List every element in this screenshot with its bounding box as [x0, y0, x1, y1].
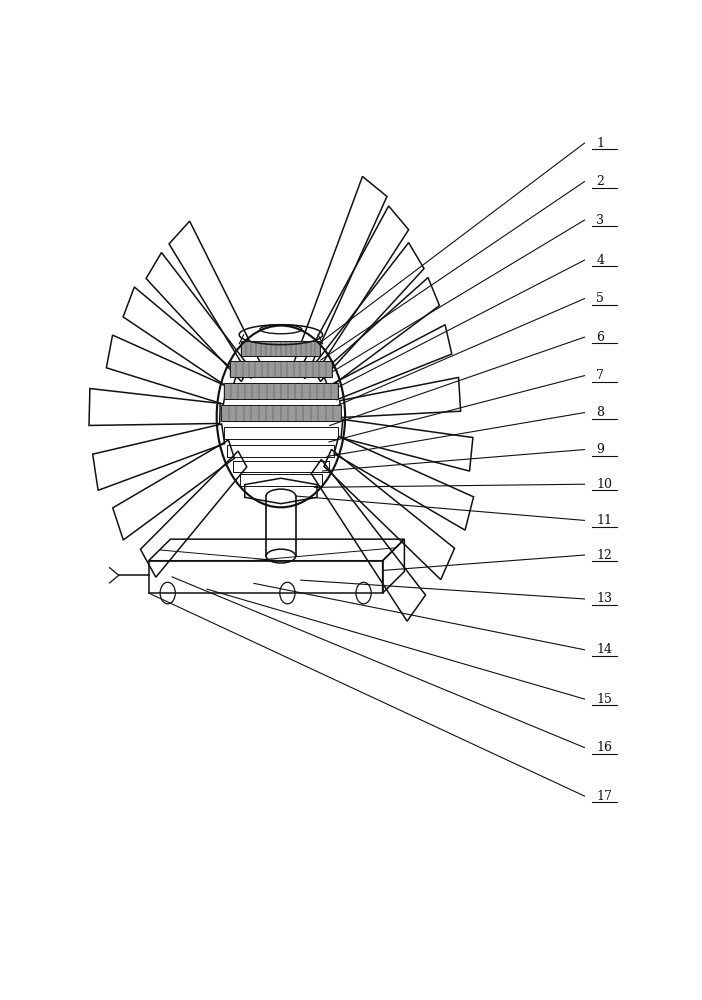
Text: 3: 3: [597, 214, 604, 227]
Bar: [227, 445, 334, 457]
Text: 5: 5: [597, 292, 604, 305]
Bar: [239, 474, 322, 486]
Text: 10: 10: [597, 478, 612, 491]
Text: 16: 16: [597, 741, 612, 754]
Bar: [230, 361, 332, 377]
Text: 14: 14: [597, 643, 612, 656]
Text: 9: 9: [597, 443, 604, 456]
Bar: [223, 383, 338, 399]
Bar: [224, 427, 338, 439]
Bar: [232, 461, 329, 472]
Text: 1: 1: [597, 137, 604, 150]
Text: 15: 15: [597, 693, 612, 706]
Text: 8: 8: [597, 406, 604, 419]
Bar: [149, 561, 383, 593]
Text: 7: 7: [597, 369, 604, 382]
Text: 4: 4: [597, 254, 604, 267]
Text: 17: 17: [597, 790, 612, 803]
Bar: [241, 341, 320, 356]
Text: 12: 12: [597, 549, 612, 562]
Bar: [221, 405, 340, 421]
Text: 11: 11: [597, 514, 612, 527]
Text: 2: 2: [597, 175, 604, 188]
Text: 6: 6: [597, 331, 604, 344]
Text: 13: 13: [597, 592, 612, 605]
